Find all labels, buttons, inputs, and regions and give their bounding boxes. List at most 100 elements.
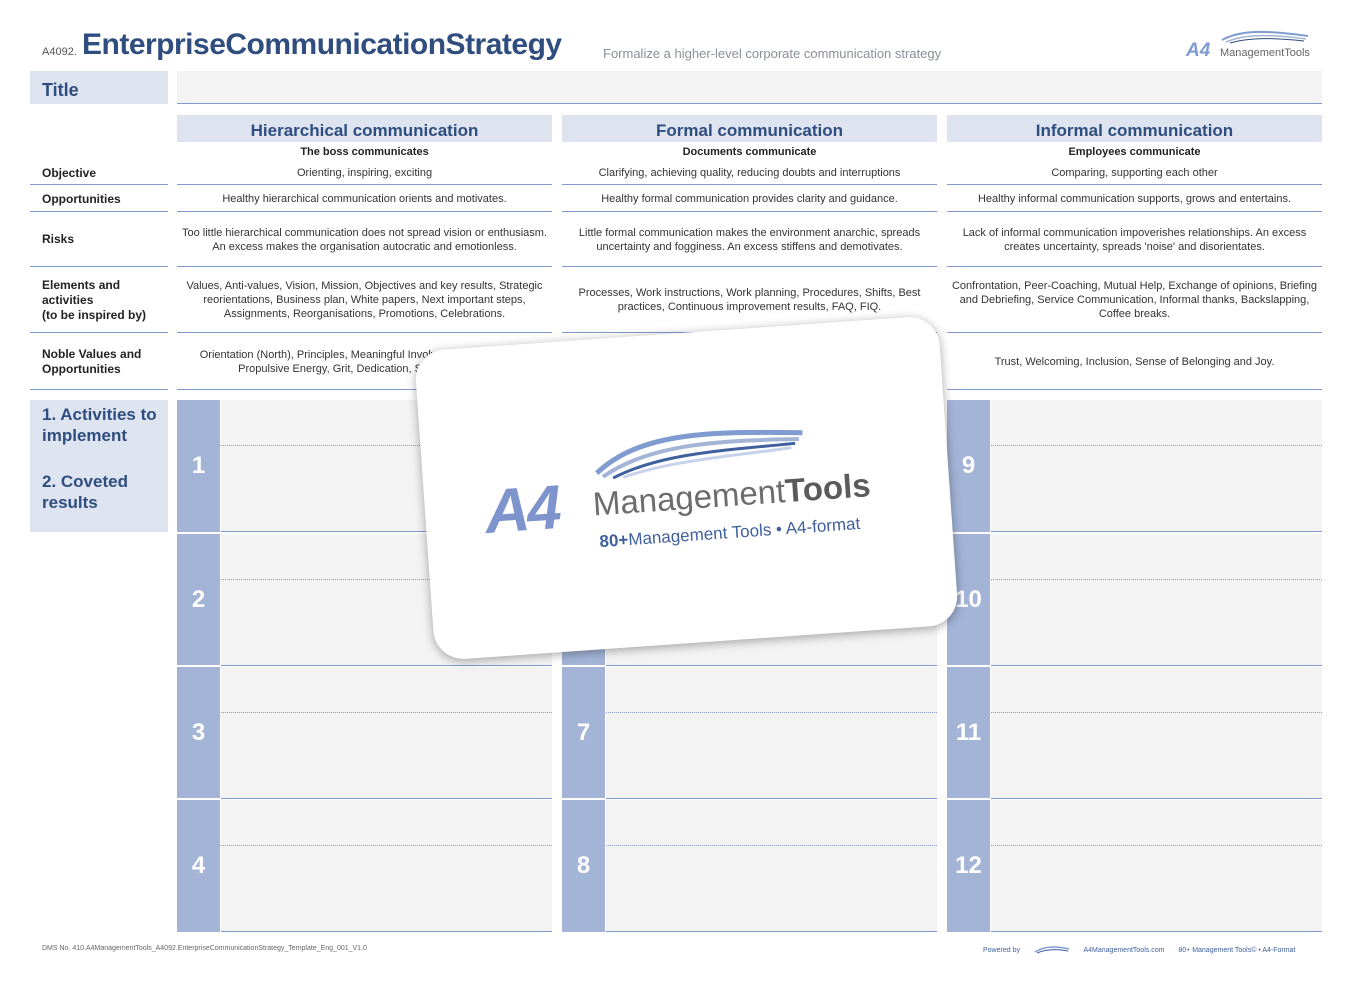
objective-cell: Clarifying, achieving quality, reducing …: [598, 167, 901, 179]
elements-cell: Values, Anti-values, Vision, Mission, Ob…: [186, 280, 543, 320]
page-subtitle: Formalize a higher-level corporate commu…: [603, 46, 942, 61]
elements-cell: Confrontation, Peer-Coaching, Mutual Hel…: [951, 280, 1318, 320]
wave-logo-icon: [595, 429, 803, 480]
activities-to-implement-label: 1. Activities to implement: [42, 405, 157, 445]
powered-by-text: Powered by: [983, 946, 1020, 954]
activity-number: 7: [562, 667, 605, 798]
document-code: A4092.: [42, 46, 77, 58]
row-divider: [947, 211, 1322, 212]
risks-cell: Lack of informal communication impoveris…: [962, 227, 1307, 253]
wave-logo-icon: [1221, 30, 1309, 44]
row-divider: [562, 211, 937, 212]
row-label-line: (to be inspired by): [42, 308, 147, 322]
column-heading-formal: Formal communication: [562, 115, 937, 142]
page-title: EnterpriseCommunicationStrategy: [82, 28, 562, 61]
opportunities-cell: Healthy formal communication provides cl…: [601, 193, 898, 205]
divider: [606, 712, 937, 713]
row-divider: [177, 266, 552, 267]
title-label: Title: [30, 71, 168, 104]
activity-field[interactable]: [221, 800, 552, 932]
row-divider: [947, 389, 1322, 390]
row-label-noble-values: Noble Values and Opportunities: [42, 347, 141, 377]
row-label-elements: Elements and activities (to be inspired …: [42, 278, 146, 323]
website-link[interactable]: A4ManagementTools.com: [1083, 946, 1165, 954]
brand-logo: A4 ManagementTools: [1186, 30, 1314, 64]
row-divider: [177, 389, 552, 390]
overlay-tagline-text: Management Tools • A4-format: [627, 513, 861, 550]
row-divider: [177, 211, 552, 212]
row-label-risks: Risks: [42, 232, 75, 246]
divider: [221, 579, 552, 580]
row-divider: [947, 266, 1322, 267]
divider: [221, 845, 552, 846]
activity-number: 8: [562, 800, 605, 932]
logo-mt-text: ManagementTools: [1220, 47, 1310, 59]
footer-tagline: 80+ Management Tools© • A4-Format: [1178, 946, 1296, 954]
logo-a4-text: A4: [1186, 40, 1211, 61]
overlay-brand-tools: Tools: [783, 466, 872, 510]
divider: [221, 712, 552, 713]
opportunities-cell: Healthy informal communication supports,…: [977, 193, 1292, 205]
row-divider: [947, 184, 1322, 185]
column-subheading-informal: Employees communicate: [1068, 146, 1201, 158]
row-label-line: Noble Values and: [42, 347, 142, 361]
row-label-line: activities: [42, 293, 94, 307]
row-divider: [947, 332, 1322, 333]
elements-cell: Processes, Work instructions, Work plann…: [578, 287, 921, 313]
row-divider: [177, 184, 552, 185]
row-label-line: Elements and: [42, 278, 121, 292]
activity-field[interactable]: [991, 800, 1322, 932]
row-divider: [562, 184, 937, 185]
row-divider: [177, 332, 552, 333]
activity-number: 1: [177, 400, 220, 532]
document-id: DMS No. 410.A4ManagementTools_A4092.Ente…: [42, 945, 367, 952]
activity-number: 12: [947, 800, 990, 932]
activity-field[interactable]: [991, 400, 1322, 532]
activity-number: 4: [177, 800, 220, 932]
overlay-brand-management: Management: [591, 472, 787, 523]
activity-field[interactable]: [606, 800, 937, 932]
row-divider: [30, 389, 168, 390]
column-subheading-hierarchical: The boss communicates: [300, 146, 429, 158]
divider: [991, 445, 1322, 446]
row-label-line: Opportunities: [42, 362, 121, 376]
row-divider: [30, 184, 168, 185]
divider: [991, 579, 1322, 580]
noble-values-cell: Trust, Welcoming, Inclusion, Sense of Be…: [994, 356, 1275, 368]
row-divider: [30, 211, 168, 212]
coveted-results-label: 2. Coveted results: [42, 472, 128, 512]
activity-number: 3: [177, 667, 220, 798]
risks-cell: Little formal communication makes the en…: [578, 227, 921, 253]
objective-cell: Orienting, inspiring, exciting: [296, 167, 433, 179]
activity-field[interactable]: [991, 534, 1322, 666]
row-label-objective: Objective: [42, 166, 97, 180]
risks-cell: Too little hierarchical communication do…: [181, 227, 547, 253]
activities-label: 1. Activities to implement 2. Coveted re…: [30, 400, 168, 532]
row-divider: [30, 332, 168, 333]
footer-branding: Powered by A4ManagementTools.com 80+ Man…: [983, 946, 1307, 954]
divider: [991, 845, 1322, 846]
row-label-opportunities: Opportunities: [42, 192, 121, 206]
row-divider: [30, 266, 168, 267]
page-header: A4092. EnterpriseCommunicationStrategy F…: [42, 28, 1332, 68]
objective-cell: Comparing, supporting each other: [1051, 167, 1218, 179]
title-input[interactable]: [177, 71, 1322, 104]
brand-overlay-card: A4 ManagementTools 80+Management Tools •…: [413, 315, 960, 661]
opportunities-cell: Healthy hierarchical communication orien…: [222, 193, 507, 205]
activity-number: 11: [947, 667, 990, 798]
activity-field[interactable]: [991, 667, 1322, 799]
column-heading-hierarchical: Hierarchical communication: [177, 115, 552, 142]
divider: [991, 712, 1322, 713]
row-divider: [562, 266, 937, 267]
column-subheading-formal: Documents communicate: [682, 146, 817, 158]
overlay-a4-text: A4: [482, 473, 561, 548]
divider: [221, 445, 552, 446]
wave-logo-icon: [1034, 946, 1070, 954]
activity-field[interactable]: [606, 667, 937, 799]
overlay-tagline-count: 80+: [598, 530, 629, 552]
column-heading-informal: Informal communication: [947, 115, 1322, 142]
divider: [606, 845, 937, 846]
activity-number: 9: [947, 400, 990, 532]
activity-number: 2: [177, 534, 220, 665]
activity-field[interactable]: [221, 667, 552, 799]
